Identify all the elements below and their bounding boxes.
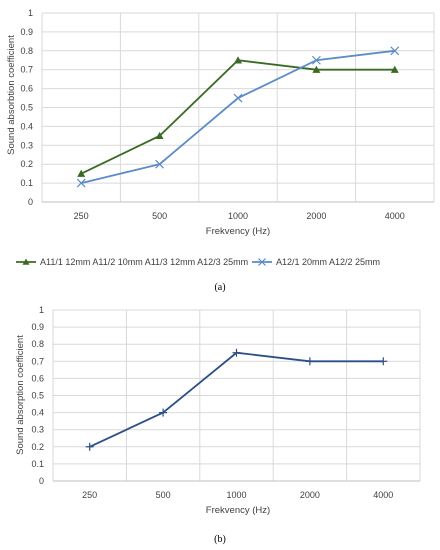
chart-a-caption: (a) — [214, 282, 225, 293]
legend-swatch-1-marker — [258, 258, 266, 266]
chart-a-ylabel: Sound absorbtion coefficient — [6, 35, 17, 155]
chart-1-series-0-point — [379, 357, 388, 366]
chart-0-ytick-label: 0.2 — [20, 159, 33, 169]
chart-0-series-0-point — [155, 131, 164, 140]
chart-1-series-0-point — [232, 348, 241, 357]
chart-b-caption: (b) — [214, 534, 226, 545]
chart-1-ytick-label: 0.4 — [31, 408, 44, 418]
legend-label-0: A11/1 12mm A11/2 10mm A11/3 12mm A12/3 2… — [40, 257, 248, 267]
chart-a: Sound absorbtion coefficient Frekvency (… — [6, 8, 435, 293]
chart-1-ytick-label: 0 — [39, 476, 44, 486]
chart-1-ytick-label: 0.2 — [31, 442, 44, 452]
legend-label-1: A12/1 20mm A12/2 25mm — [276, 257, 380, 267]
chart-0-series-0-point — [312, 65, 321, 73]
chart-1-ytick-label: 0.3 — [31, 425, 44, 435]
chart-0-xtick-label: 1000 — [228, 211, 248, 221]
chart-1-ytick-label: 0.7 — [31, 356, 44, 366]
chart-0-series-0-line — [80, 59, 395, 175]
chart-0-series-0-point — [234, 56, 242, 64]
chart-0-series-1-point — [76, 178, 86, 188]
chart-0-series-1-point — [233, 93, 243, 103]
chart-b-ylabel: Sound absorption coefficient — [15, 335, 26, 455]
chart-0-ytick-label: 0.8 — [20, 46, 33, 56]
chart-0-grid — [41, 12, 435, 203]
chart-1-grid — [52, 309, 421, 482]
chart-0-xtick-label: 250 — [74, 211, 89, 221]
chart-0-ytick-label: 0.7 — [20, 65, 33, 75]
chart-a-xlabel: Frekvency (Hz) — [206, 226, 270, 237]
chart-0-xtick-label: 500 — [152, 211, 167, 221]
chart-1-ytick-label: 0.1 — [31, 459, 44, 469]
chart-1-series-0-point — [305, 357, 314, 366]
chart-1-ytick-label: 0.5 — [31, 391, 44, 401]
chart-1-ytick-label: 0.9 — [31, 322, 44, 332]
legend-swatch-0-marker — [22, 258, 30, 265]
chart-0-series-0-point — [77, 169, 86, 177]
chart-0-series-0-point — [390, 65, 399, 73]
chart-1-xtick-label: 500 — [156, 490, 171, 500]
chart-1-series-0-point — [85, 442, 94, 451]
chart-0-ytick-label: 0.9 — [20, 27, 33, 37]
chart-0-legend: A11/1 12mm A11/2 10mm A11/3 12mm A12/3 2… — [16, 257, 380, 267]
chart-0-series-1-line — [80, 49, 395, 184]
chart-1-ytick-label: 0.8 — [31, 339, 44, 349]
chart-1-ytick-label: 1 — [39, 305, 44, 315]
chart-0-ytick-label: 0.5 — [20, 103, 33, 113]
chart-0-ytick-label: 0 — [28, 197, 33, 207]
chart-0-series-1-point — [311, 55, 321, 65]
chart-0-ytick-label: 1 — [28, 8, 33, 18]
chart-0-series-1-point — [155, 159, 165, 169]
chart-0-ytick-label: 0.3 — [20, 140, 33, 150]
chart-0-xtick-label: 2000 — [306, 211, 326, 221]
chart-0-series-1-point — [390, 46, 400, 56]
chart-1-series-0-point — [159, 408, 168, 417]
chart-b-xlabel: Frekvency (Hz) — [206, 505, 270, 516]
chart-b: Sound absorption coefficient Frekvency (… — [15, 305, 421, 545]
chart-1-xtick-label: 2000 — [300, 490, 320, 500]
chart-0-ytick-label: 0.1 — [20, 178, 33, 188]
chart-0-ytick-label: 0.6 — [20, 84, 33, 94]
chart-1-xtick-label: 250 — [82, 490, 97, 500]
chart-1-series-0-line — [89, 351, 384, 448]
chart-0-xtick-label: 4000 — [385, 211, 405, 221]
chart-1-ytick-label: 0.6 — [31, 373, 44, 383]
chart-1-xtick-label: 1000 — [226, 490, 246, 500]
chart-1-xtick-label: 4000 — [373, 490, 393, 500]
chart-0-ytick-label: 0.4 — [20, 121, 33, 131]
